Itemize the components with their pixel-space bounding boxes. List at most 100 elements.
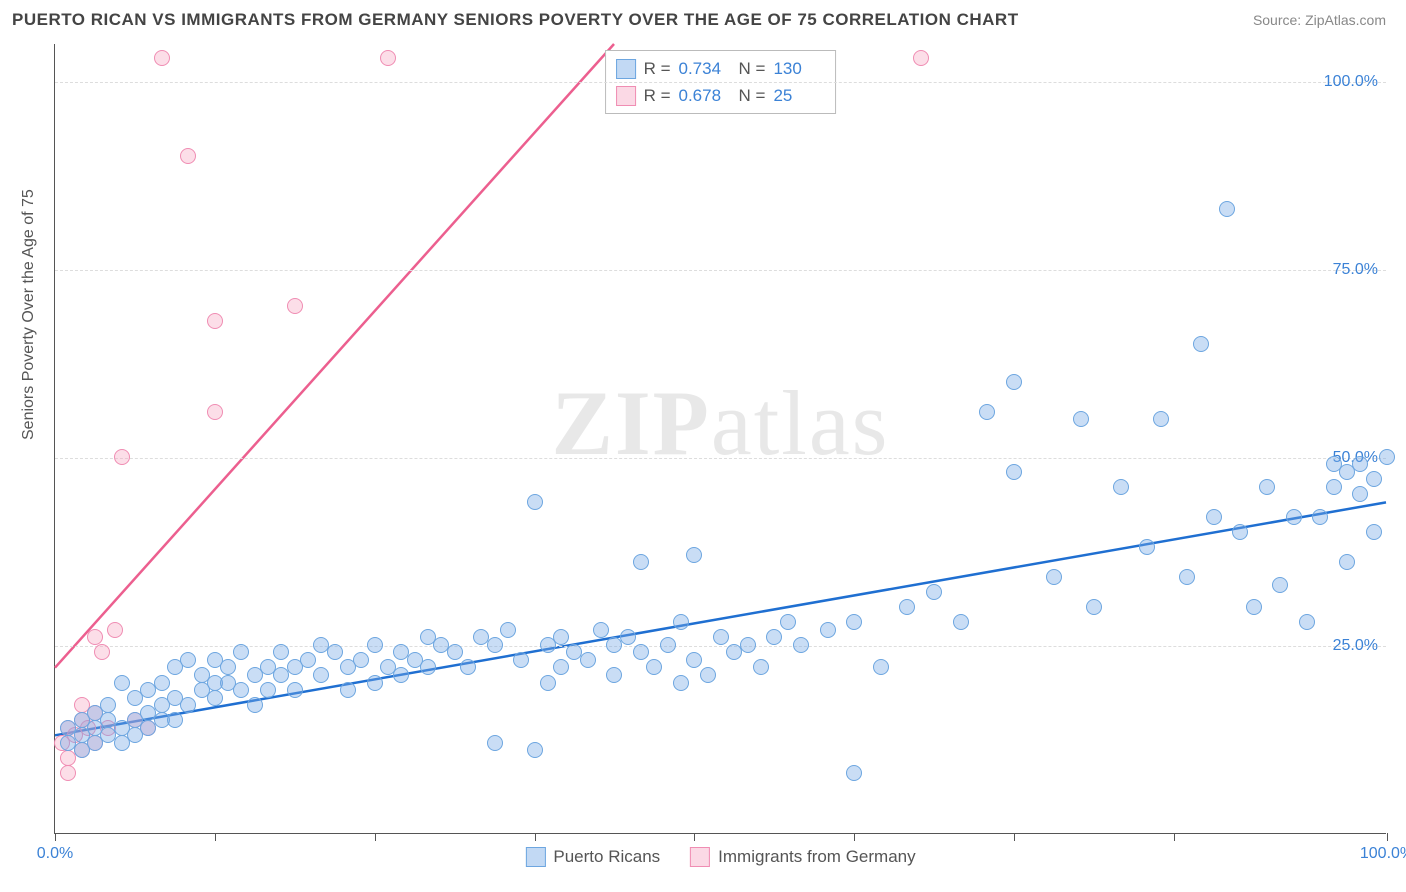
data-point bbox=[660, 637, 676, 653]
swatch-blue-icon bbox=[616, 59, 636, 79]
y-tick-label: 100.0% bbox=[1324, 73, 1378, 91]
data-point bbox=[1086, 599, 1102, 615]
data-point bbox=[500, 622, 516, 638]
y-axis-label: Seniors Poverty Over the Age of 75 bbox=[20, 189, 38, 440]
source-label: Source: ZipAtlas.com bbox=[1253, 12, 1386, 28]
data-point bbox=[487, 637, 503, 653]
data-point bbox=[393, 667, 409, 683]
data-point bbox=[1073, 411, 1089, 427]
data-point bbox=[620, 629, 636, 645]
data-point bbox=[1352, 456, 1368, 472]
data-point bbox=[606, 667, 622, 683]
trend-line-pink bbox=[55, 44, 614, 668]
x-tick bbox=[1174, 833, 1175, 841]
data-point bbox=[207, 690, 223, 706]
data-point bbox=[820, 622, 836, 638]
data-point bbox=[953, 614, 969, 630]
data-point bbox=[1139, 539, 1155, 555]
data-point bbox=[846, 614, 862, 630]
data-point bbox=[260, 682, 276, 698]
data-point bbox=[207, 313, 223, 329]
data-point bbox=[673, 614, 689, 630]
data-point bbox=[1286, 509, 1302, 525]
gridline-h bbox=[55, 82, 1386, 83]
data-point bbox=[527, 742, 543, 758]
data-point bbox=[1153, 411, 1169, 427]
watermark: ZIPatlas bbox=[552, 370, 890, 476]
data-point bbox=[780, 614, 796, 630]
data-point bbox=[233, 644, 249, 660]
data-point bbox=[1259, 479, 1275, 495]
y-tick-label: 75.0% bbox=[1333, 261, 1378, 279]
data-point bbox=[1366, 471, 1382, 487]
x-tick bbox=[375, 833, 376, 841]
data-point bbox=[1312, 509, 1328, 525]
data-point bbox=[1326, 479, 1342, 495]
data-point bbox=[740, 637, 756, 653]
x-tick bbox=[694, 833, 695, 841]
data-point bbox=[899, 599, 915, 615]
data-point bbox=[180, 652, 196, 668]
data-point bbox=[846, 765, 862, 781]
data-point bbox=[513, 652, 529, 668]
data-point bbox=[367, 675, 383, 691]
data-point bbox=[673, 675, 689, 691]
data-point bbox=[753, 659, 769, 675]
legend-item-blue: Puerto Ricans bbox=[525, 847, 660, 867]
stats-row-blue: R =0.734 N =130 bbox=[616, 55, 826, 82]
x-tick bbox=[1387, 833, 1388, 841]
x-tick bbox=[535, 833, 536, 841]
data-point bbox=[580, 652, 596, 668]
data-point bbox=[233, 682, 249, 698]
data-point bbox=[1046, 569, 1062, 585]
data-point bbox=[527, 494, 543, 510]
data-point bbox=[460, 659, 476, 675]
data-point bbox=[1352, 486, 1368, 502]
data-point bbox=[94, 644, 110, 660]
data-point bbox=[287, 298, 303, 314]
x-tick bbox=[215, 833, 216, 841]
data-point bbox=[913, 50, 929, 66]
data-point bbox=[1272, 577, 1288, 593]
data-point bbox=[793, 637, 809, 653]
data-point bbox=[353, 652, 369, 668]
data-point bbox=[1339, 554, 1355, 570]
x-tick-label: 100.0% bbox=[1360, 845, 1406, 863]
stats-row-pink: R =0.678 N =25 bbox=[616, 82, 826, 109]
data-point bbox=[1179, 569, 1195, 585]
data-point bbox=[287, 682, 303, 698]
data-point bbox=[487, 735, 503, 751]
data-point bbox=[873, 659, 889, 675]
data-point bbox=[633, 644, 649, 660]
data-point bbox=[107, 622, 123, 638]
data-point bbox=[926, 584, 942, 600]
chart-plot-area: ZIPatlas R =0.734 N =130 R =0.678 N =25 … bbox=[54, 44, 1386, 834]
data-point bbox=[1006, 464, 1022, 480]
data-point bbox=[367, 637, 383, 653]
x-tick bbox=[55, 833, 56, 841]
data-point bbox=[447, 644, 463, 660]
data-point bbox=[1379, 449, 1395, 465]
data-point bbox=[114, 449, 130, 465]
data-point bbox=[340, 682, 356, 698]
data-point bbox=[167, 712, 183, 728]
swatch-blue-icon bbox=[525, 847, 545, 867]
gridline-h bbox=[55, 270, 1386, 271]
data-point bbox=[713, 629, 729, 645]
data-point bbox=[154, 675, 170, 691]
swatch-pink-icon bbox=[616, 86, 636, 106]
data-point bbox=[1366, 524, 1382, 540]
data-point bbox=[87, 629, 103, 645]
gridline-h bbox=[55, 646, 1386, 647]
data-point bbox=[154, 50, 170, 66]
data-point bbox=[207, 404, 223, 420]
data-point bbox=[646, 659, 662, 675]
data-point bbox=[327, 644, 343, 660]
trend-lines bbox=[55, 44, 1386, 833]
data-point bbox=[1232, 524, 1248, 540]
gridline-h bbox=[55, 458, 1386, 459]
data-point bbox=[1193, 336, 1209, 352]
data-point bbox=[1246, 599, 1262, 615]
data-point bbox=[553, 629, 569, 645]
data-point bbox=[100, 697, 116, 713]
